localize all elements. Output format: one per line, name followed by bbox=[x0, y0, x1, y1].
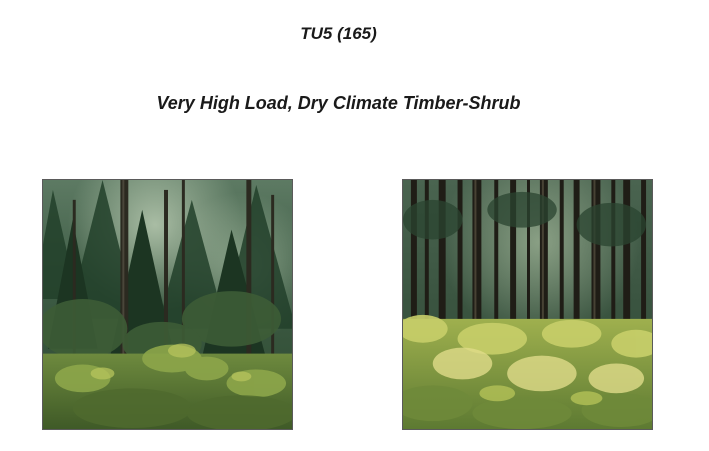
forest-photo-right-image bbox=[403, 180, 652, 429]
forest-photo-left bbox=[42, 179, 293, 430]
fuel-model-code: TU5 (165) bbox=[300, 24, 377, 43]
fuel-model-title: Very High Load, Dry Climate Timber-Shrub bbox=[156, 93, 521, 113]
forest-photo-left-image bbox=[43, 180, 292, 429]
forest-photo-right bbox=[402, 179, 653, 430]
